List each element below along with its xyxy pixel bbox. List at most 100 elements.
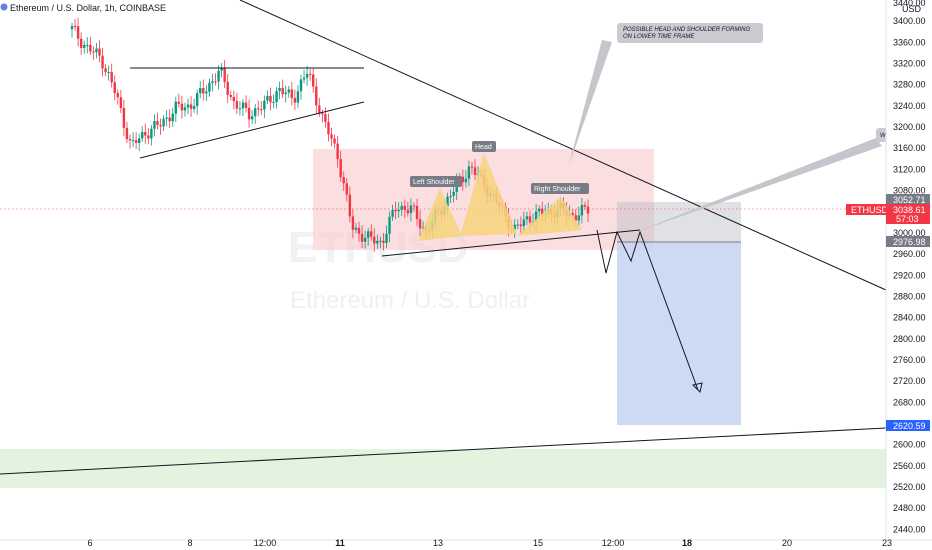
candle-body <box>281 88 284 95</box>
price-tick: 2840.00 <box>893 313 926 323</box>
candle-body <box>238 108 242 110</box>
candle-body <box>391 209 394 217</box>
candle-body <box>342 177 345 184</box>
candle-body <box>461 176 465 183</box>
candle-body <box>131 140 135 142</box>
candle-body <box>73 25 77 27</box>
price-tick: 3000.00 <box>893 228 926 238</box>
right-shoulder-label-box <box>531 183 589 194</box>
candle-body <box>446 196 449 207</box>
candle-body <box>373 236 376 244</box>
candle-body <box>415 205 419 220</box>
price-tick: 2680.00 <box>893 397 926 407</box>
candle-body <box>351 216 355 230</box>
candle-body <box>403 205 407 211</box>
candle-body <box>241 102 245 109</box>
price-tick: 3360.00 <box>893 37 926 47</box>
candle-body <box>284 92 287 95</box>
candle-body <box>83 44 86 48</box>
chart-title: Ethereum / U.S. Dollar, 1h, COINBASE <box>10 3 166 13</box>
callout-right-pointer <box>628 138 882 235</box>
currency-label: USD <box>902 4 922 14</box>
candle-body <box>357 227 361 234</box>
candle-body <box>159 125 162 127</box>
candle-body <box>354 227 358 230</box>
target-zone <box>617 242 741 425</box>
candle-body <box>470 166 474 168</box>
candle-body <box>400 205 403 210</box>
candle-body <box>86 44 89 46</box>
candle-body <box>327 121 330 135</box>
candle-body <box>128 139 132 141</box>
countdown-label: 57:03 <box>896 214 919 224</box>
candle-body <box>217 70 220 82</box>
candle-body <box>397 209 400 212</box>
candle-body <box>312 74 315 87</box>
candle-body <box>290 89 294 98</box>
candle-body <box>263 100 266 110</box>
current-price-label: 3038.61 <box>893 205 926 215</box>
candle-body <box>260 109 263 111</box>
candle-body <box>183 107 187 111</box>
candle-body <box>189 104 193 109</box>
price-tick: 2800.00 <box>893 334 926 344</box>
time-tick: 23 <box>882 538 892 548</box>
price-tick: 2600.00 <box>893 440 926 450</box>
target-price-label: 2620.59 <box>893 421 926 431</box>
candle-body <box>235 101 239 109</box>
candle-body <box>244 102 248 108</box>
left-shoulder-label: Left Shoulder <box>413 179 455 186</box>
candle-body <box>278 88 281 92</box>
time-tick: 15 <box>533 538 543 548</box>
candle-body <box>125 127 129 140</box>
candle-body <box>516 224 519 226</box>
candle-body <box>522 219 526 227</box>
head-label: Head <box>475 144 492 151</box>
rising-wedge-line <box>139 101 365 159</box>
price-tick: 3080.00 <box>893 186 926 196</box>
candle-body <box>394 209 397 212</box>
candle-body <box>348 194 352 217</box>
candle-body <box>525 216 529 220</box>
candle-body <box>220 68 223 71</box>
candle-body <box>247 107 251 120</box>
entry-price-badge <box>886 236 930 247</box>
candle-body <box>464 178 468 183</box>
candle-body <box>70 25 74 30</box>
time-tick: 8 <box>187 538 192 548</box>
candle-body <box>296 91 300 103</box>
candle-body <box>513 224 516 230</box>
candle-body <box>269 95 272 103</box>
price-tick: 3240.00 <box>893 101 926 111</box>
candle-body <box>150 128 153 139</box>
left-shoulder-label-box <box>410 176 462 187</box>
candle-body <box>580 205 584 216</box>
candle-body <box>586 206 590 214</box>
callout-right-text: W <box>880 133 887 139</box>
entry-price-label: 2976.98 <box>893 237 926 247</box>
candle-body <box>195 93 199 107</box>
time-tick: 6 <box>87 538 92 548</box>
candle-body <box>98 48 101 56</box>
candle-body <box>519 224 523 227</box>
time-tick: 12:00 <box>602 538 625 548</box>
candle-body <box>186 104 190 108</box>
candle-body <box>144 131 147 136</box>
candle-body <box>406 210 410 214</box>
callout-main-box <box>617 23 763 43</box>
projection-arrowhead <box>692 382 703 393</box>
candle-body <box>211 81 214 83</box>
candle-body <box>165 117 168 119</box>
price-axis-bg <box>886 0 932 550</box>
candle-body <box>577 215 581 221</box>
stop-zone <box>617 202 741 242</box>
time-tick: 12:00 <box>254 538 277 548</box>
candle-body <box>113 82 116 94</box>
candle-body <box>287 89 290 93</box>
upper-price-badge <box>886 194 930 205</box>
price-tick: 2920.00 <box>893 270 926 280</box>
candle-body <box>250 116 254 120</box>
left-shoulder-shape <box>418 188 462 241</box>
candle-body <box>253 108 257 117</box>
support-zone <box>0 449 886 488</box>
